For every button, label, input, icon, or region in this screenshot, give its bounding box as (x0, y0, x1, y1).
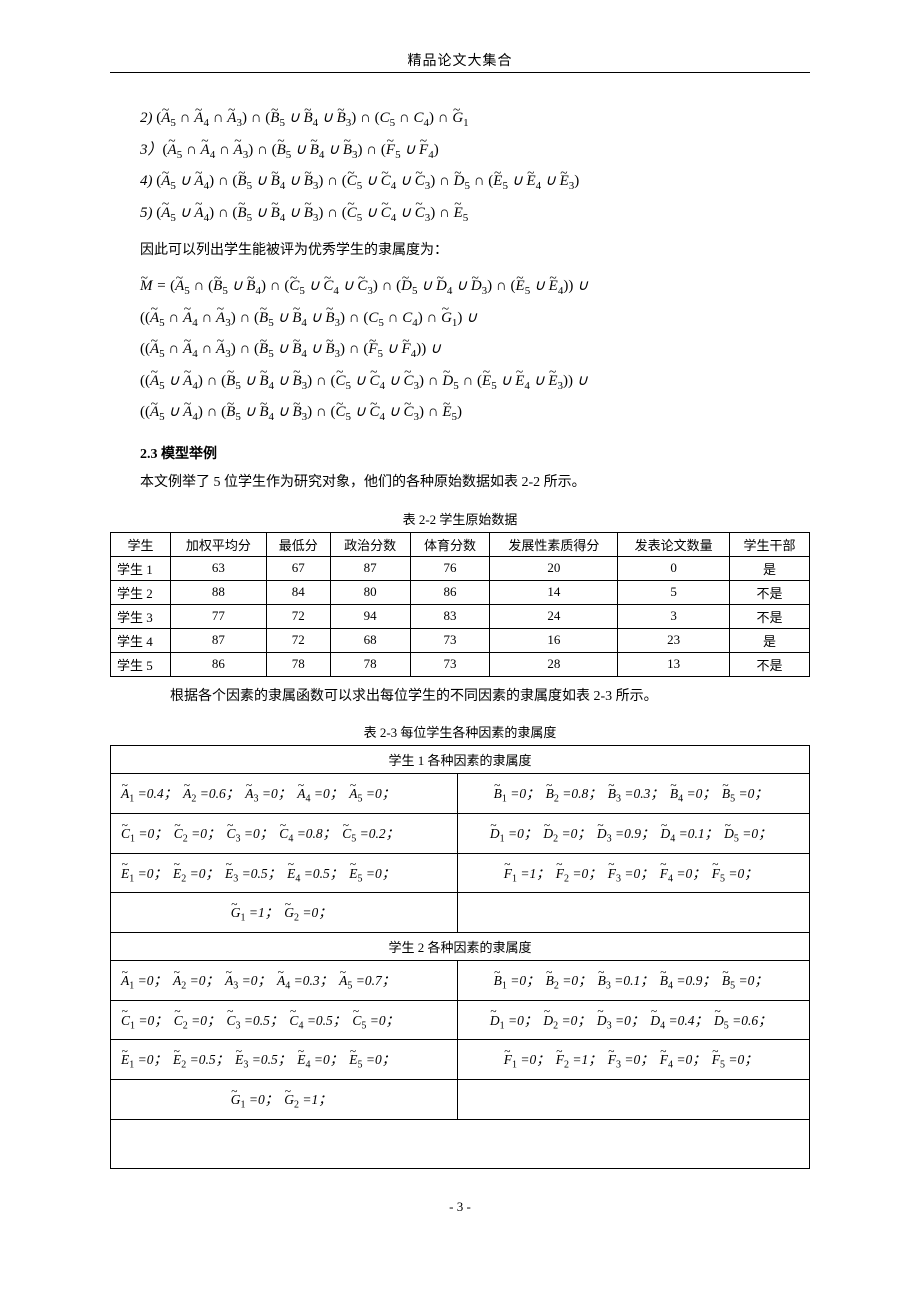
table-cell: 0 (618, 556, 730, 580)
table-cell: 73 (410, 652, 490, 676)
membership-cell: B1 =0；B2 =0.8；B3 =0.3；B4 =0；B5 =0； (458, 774, 810, 814)
table-cell: 78 (330, 652, 410, 676)
math-enum-block: 2) (A5 ∩ A4 ∩ A3) ∩ (B5 ∪ B4 ∪ B3) ∩ (C5… (140, 103, 810, 229)
table-row: E1 =0；E2 =0；E3 =0.5；E4 =0.5；E5 =0；F1 =1；… (111, 853, 810, 893)
table-cell: 73 (410, 628, 490, 652)
table-header-cell: 发展性素质得分 (490, 532, 618, 556)
table-cell: 84 (266, 580, 330, 604)
table-cell: 67 (266, 556, 330, 580)
table-row: 学生 377729483243不是 (111, 604, 810, 628)
table-cell: 77 (170, 604, 266, 628)
table-2-3-caption: 表 2-3 每位学生各种因素的隶属度 (110, 722, 810, 741)
membership-cell: E1 =0；E2 =0；E3 =0.5；E4 =0.5；E5 =0； (111, 853, 458, 893)
table-cell: 86 (410, 580, 490, 604)
membership-cell: F1 =1；F2 =0；F3 =0；F4 =0；F5 =0； (458, 853, 810, 893)
table-2-2: 学生加权平均分最低分政治分数体育分数发展性素质得分发表论文数量学生干部学生 16… (110, 532, 810, 677)
table-cell: 是 (730, 628, 810, 652)
table-cell: 学生 1 (111, 556, 171, 580)
membership-cell: C1 =0；C2 =0；C3 =0；C4 =0.8；C5 =0.2； (111, 814, 458, 854)
table-section-head: 学生 2 各种因素的隶属度 (111, 933, 810, 961)
membership-cell: D1 =0；D2 =0；D3 =0.9；D4 =0.1；D5 =0； (458, 814, 810, 854)
membership-cell: C1 =0；C2 =0；C3 =0.5；C4 =0.5；C5 =0； (111, 1000, 458, 1040)
table-header-cell: 学生 (111, 532, 171, 556)
table-cell: 3 (618, 604, 730, 628)
table-header-cell: 政治分数 (330, 532, 410, 556)
para-membership-table-intro: 根据各个因素的隶属函数可以求出每位学生的不同因素的隶属度如表 2-3 所示。 (170, 685, 810, 709)
table-row: G1 =0；G2 =1； (111, 1080, 810, 1120)
table-header-cell: 学生干部 (730, 532, 810, 556)
table-cell: 87 (170, 628, 266, 652)
table-cell: 87 (330, 556, 410, 580)
table-row: C1 =0；C2 =0；C3 =0.5；C4 =0.5；C5 =0；D1 =0；… (111, 1000, 810, 1040)
table-cell: 不是 (730, 604, 810, 628)
membership-cell: A1 =0；A2 =0；A3 =0；A4 =0.3；A5 =0.7； (111, 961, 458, 1001)
table-cell: 5 (618, 580, 730, 604)
table-2-3: 学生 1 各种因素的隶属度A1 =0.4；A2 =0.6；A3 =0；A4 =0… (110, 745, 810, 1169)
table-header-cell: 体育分数 (410, 532, 490, 556)
membership-cell (458, 893, 810, 933)
table-cell: 24 (490, 604, 618, 628)
table-cell: 学生 4 (111, 628, 171, 652)
header-rule (110, 72, 810, 73)
table-cell: 94 (330, 604, 410, 628)
table-section-head: 学生 1 各种因素的隶属度 (111, 746, 810, 774)
table-header-cell: 发表论文数量 (618, 532, 730, 556)
table-row: G1 =1；G2 =0； (111, 893, 810, 933)
table-cell: 不是 (730, 580, 810, 604)
table-cell: 14 (490, 580, 618, 604)
membership-cell: D1 =0；D2 =0；D3 =0；D4 =0.4；D5 =0.6； (458, 1000, 810, 1040)
table-cell: 13 (618, 652, 730, 676)
membership-cell: G1 =0；G2 =1； (111, 1080, 458, 1120)
table-cell: 63 (170, 556, 266, 580)
table-cell: 23 (618, 628, 730, 652)
section-2-3-head: 2.3 模型举例 (140, 443, 810, 463)
table-cell: 80 (330, 580, 410, 604)
table-row: 学生 5867878732813不是 (111, 652, 810, 676)
table-row: 学生 288848086145不是 (111, 580, 810, 604)
para-example-intro: 本文例举了 5 位学生作为研究对象，他们的各种原始数据如表 2-2 所示。 (140, 471, 810, 495)
table-cell: 68 (330, 628, 410, 652)
membership-cell: F1 =0；F2 =1；F3 =0；F4 =0；F5 =0； (458, 1040, 810, 1080)
membership-cell (458, 1080, 810, 1120)
table-cell: 20 (490, 556, 618, 580)
table-header-cell: 最低分 (266, 532, 330, 556)
table-2-2-caption: 表 2-2 学生原始数据 (110, 509, 810, 528)
membership-cell: E1 =0；E2 =0.5；E3 =0.5；E4 =0；E5 =0； (111, 1040, 458, 1080)
table-cell: 不是 (730, 652, 810, 676)
membership-cell: B1 =0；B2 =0；B3 =0.1；B4 =0.9；B5 =0； (458, 961, 810, 1001)
table-cell: 16 (490, 628, 618, 652)
membership-cell: A1 =0.4；A2 =0.6；A3 =0；A4 =0；A5 =0； (111, 774, 458, 814)
table-cell: 学生 2 (111, 580, 171, 604)
table-cell: 83 (410, 604, 490, 628)
table-row: A1 =0；A2 =0；A3 =0；A4 =0.3；A5 =0.7；B1 =0；… (111, 961, 810, 1001)
table-row: A1 =0.4；A2 =0.6；A3 =0；A4 =0；A5 =0；B1 =0；… (111, 774, 810, 814)
table-cell: 28 (490, 652, 618, 676)
para-membership-intro: 因此可以列出学生能被评为优秀学生的隶属度为： (140, 239, 810, 263)
table-row: C1 =0；C2 =0；C3 =0；C4 =0.8；C5 =0.2；D1 =0；… (111, 814, 810, 854)
table-cell: 是 (730, 556, 810, 580)
table-row: 学生 163678776200是 (111, 556, 810, 580)
table-cell: 76 (410, 556, 490, 580)
math-m-block: M = (A5 ∩ (B5 ∪ B4) ∩ (C5 ∪ C4 ∪ C3) ∩ (… (140, 271, 810, 429)
table-row: 学生 4877268731623是 (111, 628, 810, 652)
table-cell: 72 (266, 628, 330, 652)
table-cell: 72 (266, 604, 330, 628)
table-header-cell: 加权平均分 (170, 532, 266, 556)
empty-cell (111, 1119, 810, 1168)
page-header-title: 精品论文大集合 (110, 50, 810, 70)
page-number: - 3 - (110, 1199, 810, 1215)
page-root: 精品论文大集合 2) (A5 ∩ A4 ∩ A3) ∩ (B5 ∪ B4 ∪ B… (0, 0, 920, 1255)
membership-cell: G1 =1；G2 =0； (111, 893, 458, 933)
table-row: E1 =0；E2 =0.5；E3 =0.5；E4 =0；E5 =0；F1 =0；… (111, 1040, 810, 1080)
table-cell: 86 (170, 652, 266, 676)
table-cell: 学生 3 (111, 604, 171, 628)
table-cell: 78 (266, 652, 330, 676)
table-cell: 88 (170, 580, 266, 604)
table-cell: 学生 5 (111, 652, 171, 676)
